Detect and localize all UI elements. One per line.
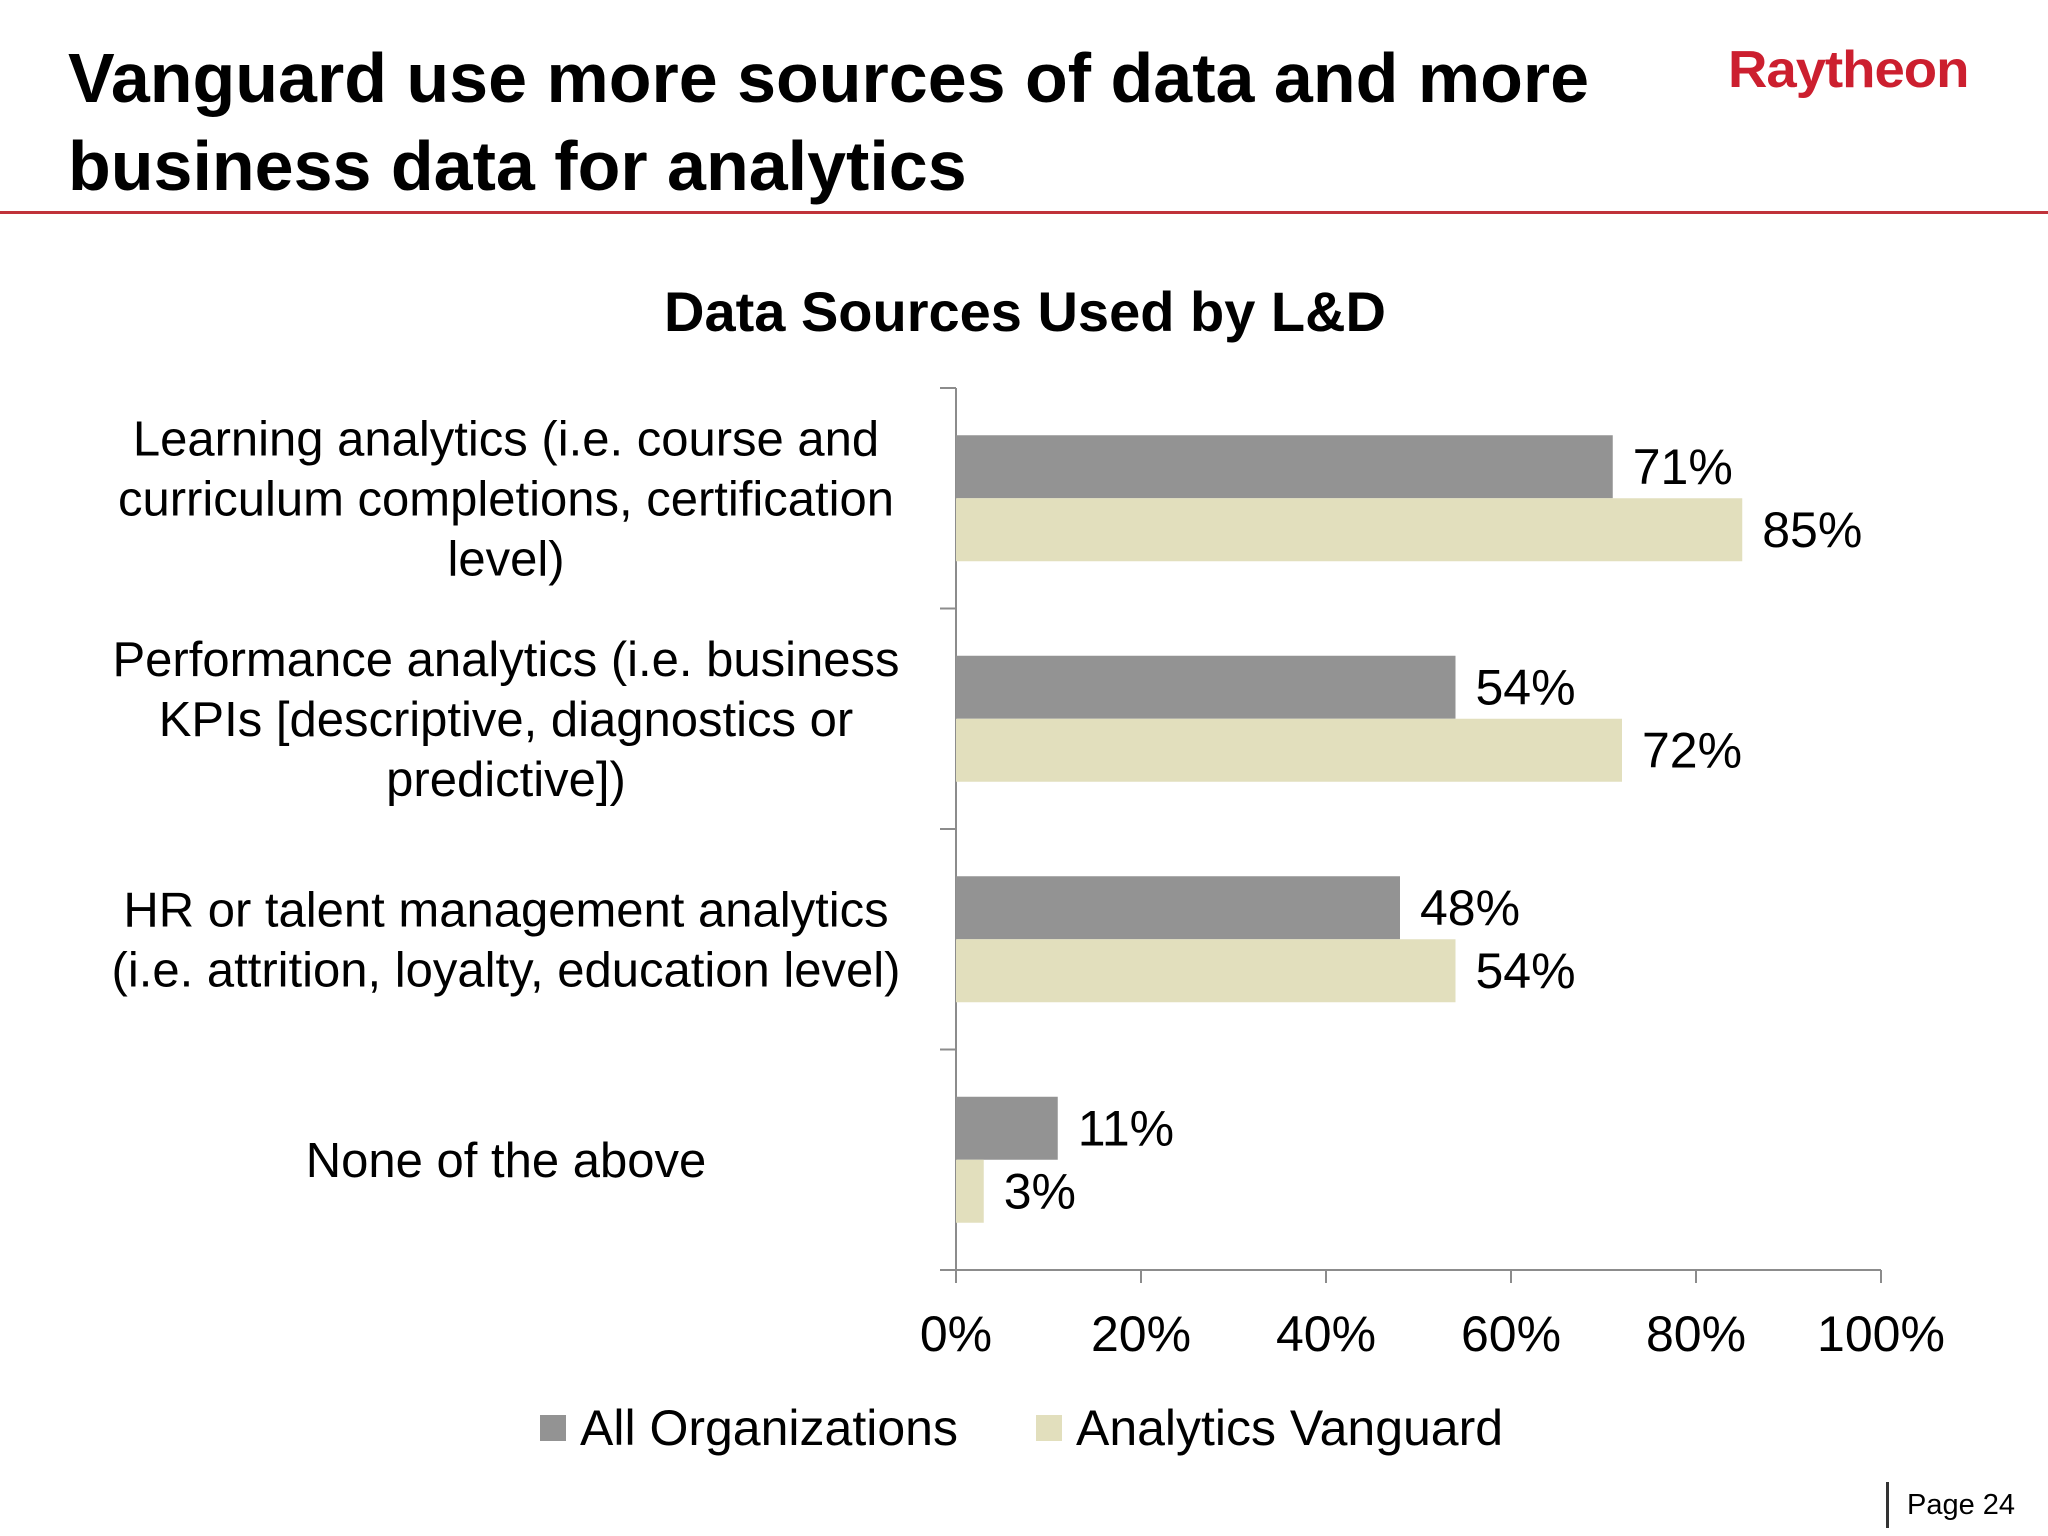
category-label-line: level) xyxy=(447,532,564,586)
data-label: 54% xyxy=(1476,659,1576,715)
category-label-line: HR or talent management analytics xyxy=(123,883,888,937)
data-label: 48% xyxy=(1420,880,1520,936)
bar-all-organizations xyxy=(956,435,1613,499)
x-tick-label: 80% xyxy=(1646,1306,1746,1362)
category-label-line: None of the above xyxy=(306,1134,706,1188)
bar-all-organizations xyxy=(956,1096,1058,1160)
category-label-line: Learning analytics (i.e. course and xyxy=(133,412,879,466)
legend-item-analytics-vanguard: Analytics Vanguard xyxy=(1035,1399,1504,1457)
bar-all-organizations xyxy=(956,876,1400,940)
category-label-line: curriculum completions, certification xyxy=(118,472,894,526)
category-label-line: (i.e. attrition, loyalty, education leve… xyxy=(112,943,901,997)
raytheon-logo: Raytheon xyxy=(1728,41,1969,99)
category-label-line: predictive]) xyxy=(386,753,626,807)
category-label-line: Performance analytics (i.e. business xyxy=(112,633,899,687)
category-label: Performance analytics (i.e. business KPIs… xyxy=(112,633,899,807)
x-tick-label: 60% xyxy=(1461,1306,1561,1362)
plot-area: 0% 20% 40% 60% 80% 100% 71% 85% Learning analyti… xyxy=(112,387,1945,1362)
category-label-line: KPIs [descriptive, diagnostics or xyxy=(159,693,853,747)
bar-analytics-vanguard xyxy=(956,1159,984,1223)
bar-all-organizations xyxy=(956,655,1456,719)
x-tick-label: 40% xyxy=(1276,1306,1376,1362)
data-label: 85% xyxy=(1762,502,1862,558)
slide-title: Vanguard use more sources of data and mo… xyxy=(68,34,1668,210)
legend-swatch-all-organizations xyxy=(540,1415,566,1441)
legend-label-all-organizations: All Organizations xyxy=(580,1400,958,1456)
category-label: HR or talent management analytics (i.e. a… xyxy=(112,883,901,997)
data-label: 71% xyxy=(1633,439,1733,495)
slide-title-line-2: business data for analytics xyxy=(68,127,967,205)
slide-title-line-1: Vanguard use more sources of data and mo… xyxy=(68,39,1589,117)
legend-swatch-analytics-vanguard xyxy=(1035,1415,1062,1441)
x-tick-label: 100% xyxy=(1817,1306,1945,1362)
chart-legend: All Organizations Analytics Vanguard xyxy=(540,1398,1581,1458)
data-label: 3% xyxy=(1004,1163,1076,1219)
chart-title: Data Sources Used by L&D xyxy=(664,280,1386,343)
legend-label-analytics-vanguard: Analytics Vanguard xyxy=(1075,1400,1504,1456)
data-label: 54% xyxy=(1476,943,1576,999)
bar-analytics-vanguard xyxy=(956,498,1743,562)
data-label: 72% xyxy=(1642,722,1742,778)
title-divider xyxy=(0,211,2048,214)
category-label: None of the above xyxy=(306,1134,706,1188)
legend-item-all-organizations: All Organizations xyxy=(540,1399,958,1457)
bar-analytics-vanguard xyxy=(956,718,1622,782)
x-tick-label: 20% xyxy=(1091,1306,1191,1362)
x-tick-label: 0% xyxy=(920,1306,992,1362)
data-label: 11% xyxy=(1078,1100,1174,1156)
category-label: Learning analytics (i.e. course and curri… xyxy=(118,412,894,586)
page-number: Page 24 xyxy=(1886,1482,2015,1528)
bar-analytics-vanguard xyxy=(956,939,1456,1003)
